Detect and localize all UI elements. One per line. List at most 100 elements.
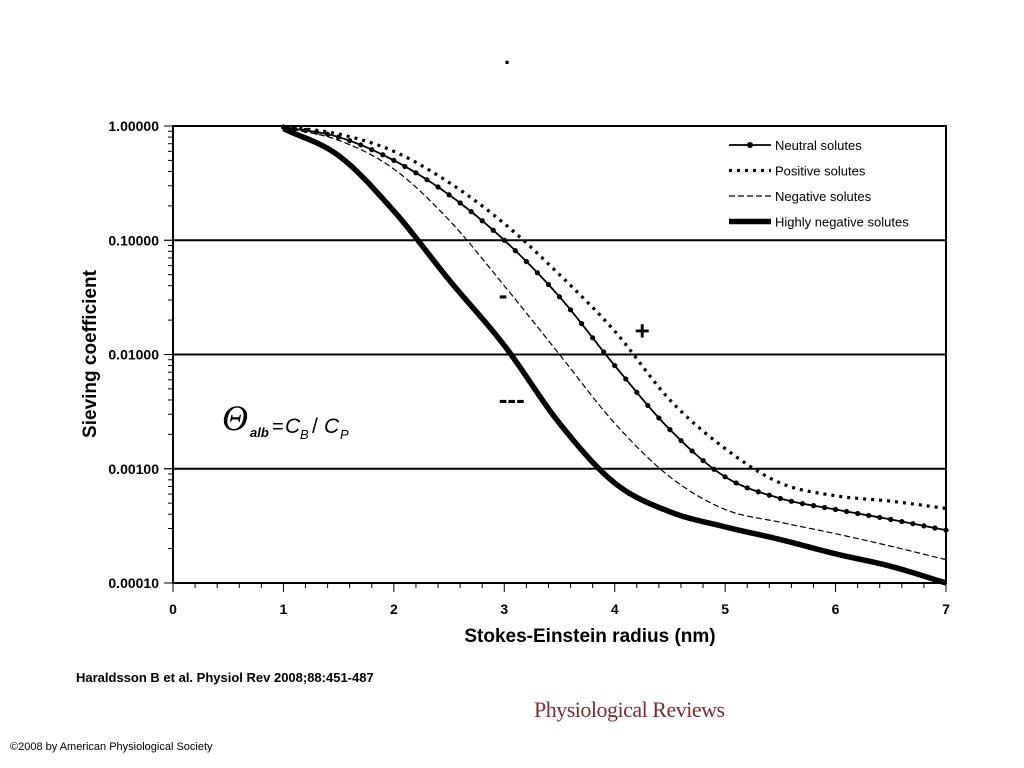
data-point: [855, 510, 861, 517]
data-point: [567, 307, 574, 313]
annotation-label: ---: [499, 384, 525, 414]
formula-equals: =: [272, 416, 284, 438]
data-point: [844, 508, 850, 515]
data-point: [700, 457, 706, 464]
data-point: [612, 362, 618, 369]
data-point: [667, 427, 673, 433]
y-axis-title: Sieving coefficient: [80, 269, 101, 438]
legend-label: Negative solutes: [775, 189, 872, 204]
data-point: [899, 518, 905, 525]
y-tick-label: 0.00100: [108, 461, 159, 477]
data-point: [722, 474, 728, 480]
data-point: [678, 437, 684, 444]
formula: Θ alb = C B / C P: [222, 398, 349, 442]
formula-cb: C: [285, 415, 301, 438]
x-tick-label: 0: [169, 601, 177, 617]
data-point: [545, 281, 552, 288]
citation: Haraldsson B et al. Physiol Rev 2008;88:…: [76, 670, 374, 685]
data-point: [380, 152, 386, 158]
data-point: [943, 527, 949, 533]
journal-logo: Physiological Reviews: [534, 697, 725, 722]
data-point: [413, 170, 419, 176]
data-point: [788, 498, 795, 504]
legend-label: Highly negative solutes: [775, 215, 909, 230]
data-point: [601, 349, 607, 355]
data-point: [578, 321, 585, 327]
formula-cp: C: [324, 415, 340, 438]
data-point: [402, 163, 408, 169]
data-point: [777, 495, 783, 502]
series-line-1: [283, 124, 947, 510]
data-point: [755, 489, 761, 495]
x-tick-label: 2: [390, 601, 398, 617]
formula-theta: Θ: [222, 398, 248, 438]
formula-cb-sub: B: [300, 427, 309, 442]
x-tick-label: 4: [611, 601, 619, 617]
data-point: [534, 270, 541, 276]
formula-cp-sub: P: [340, 427, 349, 442]
data-point: [479, 218, 485, 224]
data-point: [556, 294, 563, 300]
data-point: [391, 157, 397, 163]
y-tick-label: 0.10000: [108, 232, 159, 248]
legend: Neutral solutes Positive solutes Negative …: [729, 138, 909, 230]
data-point: [446, 192, 452, 198]
y-tick-label: 0.00010: [108, 575, 159, 591]
annotation-label: +: [635, 316, 650, 346]
y-tick-label: 0.01000: [108, 347, 159, 363]
series-group: [280, 124, 949, 586]
data-point: [832, 506, 839, 513]
series-line-3: [282, 126, 947, 586]
data-point: [590, 335, 596, 341]
slide-top-mark: .: [504, 44, 511, 69]
x-tick-label: 3: [500, 601, 508, 617]
data-point: [766, 492, 772, 498]
data-point: [888, 516, 894, 523]
data-point: [457, 200, 463, 206]
data-point: [744, 485, 750, 491]
data-point: [523, 258, 529, 265]
data-point: [634, 389, 640, 395]
data-point: [910, 521, 916, 527]
data-point: [656, 415, 662, 421]
data-point: [424, 177, 430, 183]
x-tick-label: 6: [832, 601, 840, 617]
data-point: [325, 131, 331, 137]
data-point: [512, 248, 518, 254]
copyright: ©2008 by American Physiological Society: [10, 741, 213, 753]
x-tick-label: 5: [721, 601, 729, 617]
data-point: [689, 448, 695, 454]
data-point: [623, 376, 629, 382]
annotations: - + ---: [499, 279, 650, 414]
grid-lines: [173, 239, 946, 470]
legend-label: Neutral solutes: [775, 138, 862, 153]
x-tick-label: 7: [942, 601, 950, 617]
formula-slash: /: [312, 415, 318, 438]
data-point: [347, 138, 353, 144]
data-point: [799, 501, 806, 507]
data-point: [645, 402, 651, 409]
data-point: [435, 184, 441, 190]
data-point: [711, 466, 717, 472]
data-point: [490, 227, 496, 233]
data-point: [821, 504, 828, 511]
data-point: [369, 147, 375, 153]
data-point: [866, 512, 872, 519]
data-point: [810, 503, 817, 509]
data-point: [468, 209, 474, 215]
data-point: [501, 237, 507, 243]
legend-label: Positive solutes: [775, 164, 866, 179]
series-line-2: [283, 126, 947, 561]
annotation-label: -: [499, 279, 508, 309]
data-point: [932, 525, 938, 531]
data-point: [358, 142, 364, 148]
x-axis-title: Stokes-Einstein radius (nm): [464, 626, 715, 647]
axes: 1.00000 0.10000 0.01000 0.00100 0.00010 0 1 2 3 4…: [108, 118, 950, 617]
data-point: [877, 514, 883, 521]
data-point: [733, 480, 739, 486]
data-point: [921, 523, 927, 529]
x-tick-label: 1: [280, 601, 288, 617]
legend-marker: [747, 142, 753, 148]
